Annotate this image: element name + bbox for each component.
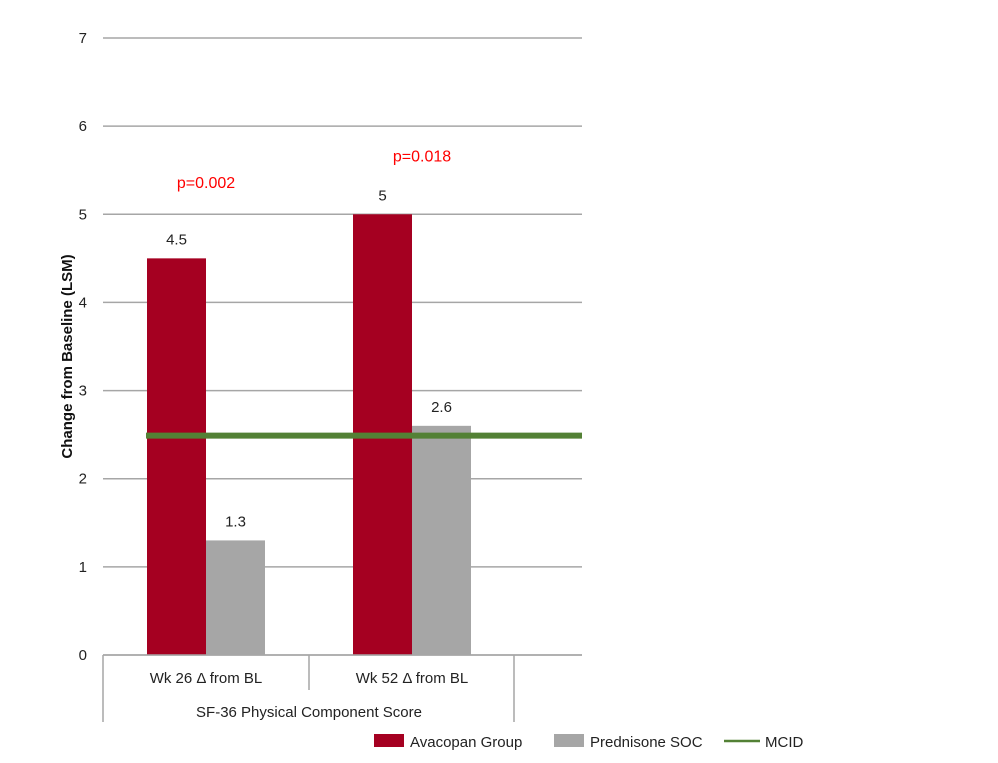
y-tick-label: 1 [79,559,87,576]
p-value-annotations: p=0.002 p=0.018 [177,148,451,191]
y-tick-label: 2 [79,471,87,488]
data-label: 1.3 [225,513,246,530]
data-labels: 4.5 1.3 5 2.6 [166,187,452,530]
y-axis-ticks: 0 1 2 3 4 5 6 7 [79,30,87,664]
legend-label-mcid: MCID [765,734,803,751]
legend: Avacopan Group Prednisone SOC MCID [374,734,803,751]
y-tick-label: 0 [79,647,87,664]
y-tick-label: 5 [79,206,87,223]
data-label: 2.6 [431,399,452,416]
bar-avacopan-1 [147,258,206,655]
y-tick-label: 4 [79,294,87,311]
p-value-annotation: p=0.002 [177,175,235,192]
legend-label-avacopan: Avacopan Group [410,734,522,751]
bar-prednisone-1 [206,540,265,655]
y-axis-label: Change from Baseline (LSM) [59,254,76,458]
x-group-label: SF-36 Physical Component Score [196,704,422,721]
x-category-label: Wk 26 Δ from BL [150,670,263,687]
bar-prednisone-2 [412,425,471,655]
data-label: 4.5 [166,231,187,248]
x-category-label: Wk 52 Δ from BL [356,670,469,687]
x-axis: Wk 26 Δ from BL Wk 52 Δ from BL SF-36 Phys… [102,654,582,722]
legend-label-prednisone: Prednisone SOC [590,734,703,751]
y-tick-label: 7 [79,30,87,47]
legend-swatch-avacopan [374,734,404,747]
data-label: 5 [378,187,386,204]
y-tick-label: 6 [79,118,87,135]
y-tick-label: 3 [79,383,87,400]
legend-swatch-prednisone [554,734,584,747]
p-value-annotation: p=0.018 [393,148,451,165]
